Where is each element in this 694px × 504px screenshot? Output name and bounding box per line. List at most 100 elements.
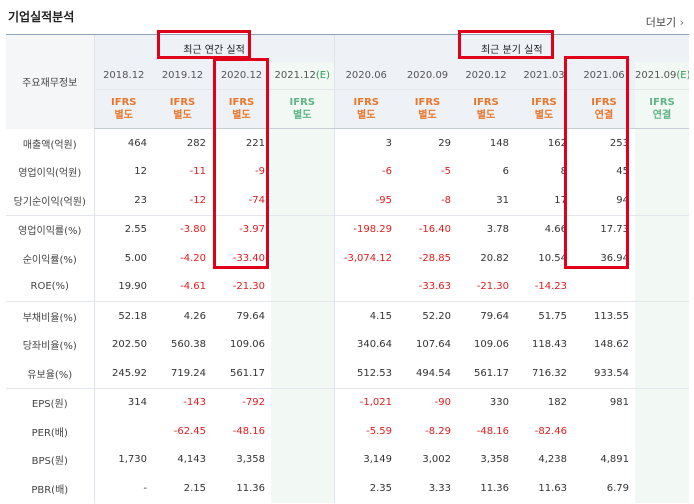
- table-cell: -3.97: [212, 214, 271, 244]
- period-header: 2020.12: [212, 62, 271, 90]
- ifrs-scope: 별도: [418, 110, 437, 121]
- row-label: PER(배): [6, 417, 94, 446]
- period-label: 2021.12: [274, 70, 316, 81]
- table-cell: [271, 330, 334, 359]
- row-label: 당좌비율(%): [6, 330, 94, 359]
- table-cell: [635, 417, 689, 446]
- table-cell: 933.54: [594, 367, 629, 379]
- ifrs-standard: IFRS: [414, 97, 441, 108]
- table-row: PBR(배) - 2.15 11.36 2.35 3.33 11.36 11.63 6.79: [6, 474, 689, 503]
- row-label: EPS(원): [6, 387, 94, 417]
- table-cell: 109.06: [230, 339, 265, 351]
- table-cell: [635, 244, 689, 273]
- table-cell: -1,021: [333, 387, 398, 417]
- table-cell: 202.50: [93, 330, 153, 359]
- table-cell: -48.16: [232, 425, 265, 437]
- table-row: ROE(%) 19.90 -4.61 -21.30 -33.63 -21.30 -14.23: [6, 272, 689, 302]
- table-cell: -28.85: [418, 252, 451, 264]
- ifrs-standard: IFRS: [473, 97, 499, 108]
- table-cell: 45: [616, 166, 629, 178]
- table-cell: -: [93, 474, 153, 503]
- ifrs-scope: 연결: [594, 110, 614, 121]
- table-row: 당기순이익(억원) 23 -12 -74 -95 -8 31 17 94: [6, 186, 689, 215]
- table-cell: 94: [616, 194, 629, 206]
- table-cell: -74: [248, 194, 265, 206]
- table-cell: 17.73: [573, 214, 635, 244]
- table-cell: [271, 301, 334, 331]
- ifrs-header: IFRS 별도: [153, 89, 212, 129]
- table-row: BPS(원) 1,730 4,143 3,358 3,149 3,002 3,358 4,23…: [6, 445, 689, 474]
- table-cell: 2.55: [93, 214, 153, 244]
- table-cell: 52.20: [398, 301, 457, 331]
- table-cell: 20.82: [480, 252, 509, 264]
- table-cell: [271, 186, 334, 215]
- table-cell: 29: [438, 137, 451, 149]
- table-cell: -5.59: [333, 417, 398, 446]
- table-cell: 4,238: [538, 454, 567, 466]
- more-link[interactable]: 더보기: [646, 14, 684, 30]
- table-cell: 3,358: [480, 454, 509, 466]
- period-header: 2021.03: [515, 62, 573, 90]
- table-cell: [271, 474, 334, 503]
- table-cell: 148: [489, 137, 509, 149]
- table-row: 부채비율(%) 52.18 4.26 79.64 4.15 52.20 79.64 51.75…: [6, 301, 689, 331]
- period-label: 2019.12: [161, 70, 204, 81]
- table-cell: 6: [502, 166, 509, 178]
- table-cell: 19.90: [93, 272, 153, 302]
- ifrs-scope: 별도: [114, 110, 133, 121]
- table-cell: -62.45: [173, 425, 206, 437]
- table-cell: -5: [441, 166, 451, 178]
- table-cell: [635, 474, 689, 503]
- table-cell: 3,149: [333, 445, 398, 474]
- table-cell: 719.24: [171, 367, 206, 379]
- ifrs-header: IFRS 별도: [212, 89, 271, 129]
- table-cell: 52.18: [93, 301, 153, 331]
- table-cell: 4,891: [600, 454, 629, 466]
- ifrs-header: IFRS 별도: [93, 89, 153, 129]
- ifrs-standard: IFRS: [591, 97, 617, 108]
- table-cell: -3,074.12: [333, 244, 398, 273]
- table-cell: 3,358: [236, 454, 265, 466]
- table-cell: 512.53: [333, 359, 398, 388]
- table-cell: [271, 157, 334, 186]
- table-cell: 3,002: [422, 454, 451, 466]
- table-cell: -9: [255, 166, 265, 178]
- ifrs-standard: IFRS: [353, 97, 379, 108]
- table-cell: -33.40: [232, 252, 265, 264]
- table-cell: 221: [245, 137, 265, 149]
- table-cell: -21.30: [232, 281, 265, 293]
- ifrs-scope: 별도: [173, 110, 192, 121]
- table-cell: -14.23: [534, 281, 567, 293]
- table-cell: [635, 359, 689, 388]
- table-cell: [93, 417, 153, 446]
- table-cell: 561.17: [474, 367, 509, 379]
- table-row: EPS(원) 314 -143 -792 -1,021 -90 330 182 981: [6, 387, 689, 417]
- table-cell: 11.36: [236, 482, 265, 494]
- row-label: PBR(배): [6, 474, 94, 503]
- annual-group-title: 최근 연간 실적: [93, 34, 334, 62]
- table-cell: -21.30: [476, 281, 509, 293]
- table-cell: 3.78: [457, 214, 515, 244]
- table-cell: 11.63: [538, 482, 567, 494]
- table-cell: -33.63: [418, 281, 451, 293]
- row-label: 부채비율(%): [6, 301, 94, 331]
- table-cell: [635, 186, 689, 215]
- table-cell: -6: [333, 157, 398, 186]
- table-cell: 36.94: [600, 252, 629, 264]
- table-cell: -792: [212, 387, 271, 417]
- table-cell: 981: [573, 387, 635, 417]
- table-row: 유보율(%) 245.92 719.24 561.17 512.53 494.54 561.…: [6, 359, 689, 388]
- table-cell: 464: [93, 128, 153, 158]
- period-header: 2021.12(E): [271, 62, 334, 90]
- table-cell: -8.29: [425, 425, 451, 437]
- ifrs-header: IFRS 별도: [333, 89, 398, 129]
- row-label-header: 주요재무정보: [6, 34, 94, 129]
- table-cell: [333, 272, 398, 302]
- table-cell: -12: [189, 194, 206, 206]
- table-cell: [635, 128, 689, 158]
- table-cell: 10.54: [538, 252, 567, 264]
- row-label: ROE(%): [6, 272, 94, 302]
- quarter-group-title: 최근 분기 실적: [333, 34, 689, 62]
- table-cell: 494.54: [416, 367, 451, 379]
- table-row: 영업이익(억원) 12 -11 -9 -6 -5 6 8 45: [6, 157, 689, 186]
